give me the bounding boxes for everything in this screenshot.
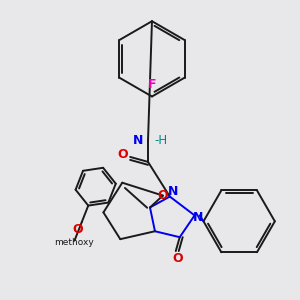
Text: methoxy: methoxy [54,238,94,247]
Text: N: N [194,211,204,224]
Text: N: N [168,185,178,198]
Text: O: O [117,148,128,161]
Text: F: F [148,78,156,91]
Text: O: O [172,253,183,266]
Text: -H: -H [154,134,167,147]
Text: O: O [73,223,83,236]
Text: O: O [158,189,168,202]
Text: N: N [133,134,143,147]
